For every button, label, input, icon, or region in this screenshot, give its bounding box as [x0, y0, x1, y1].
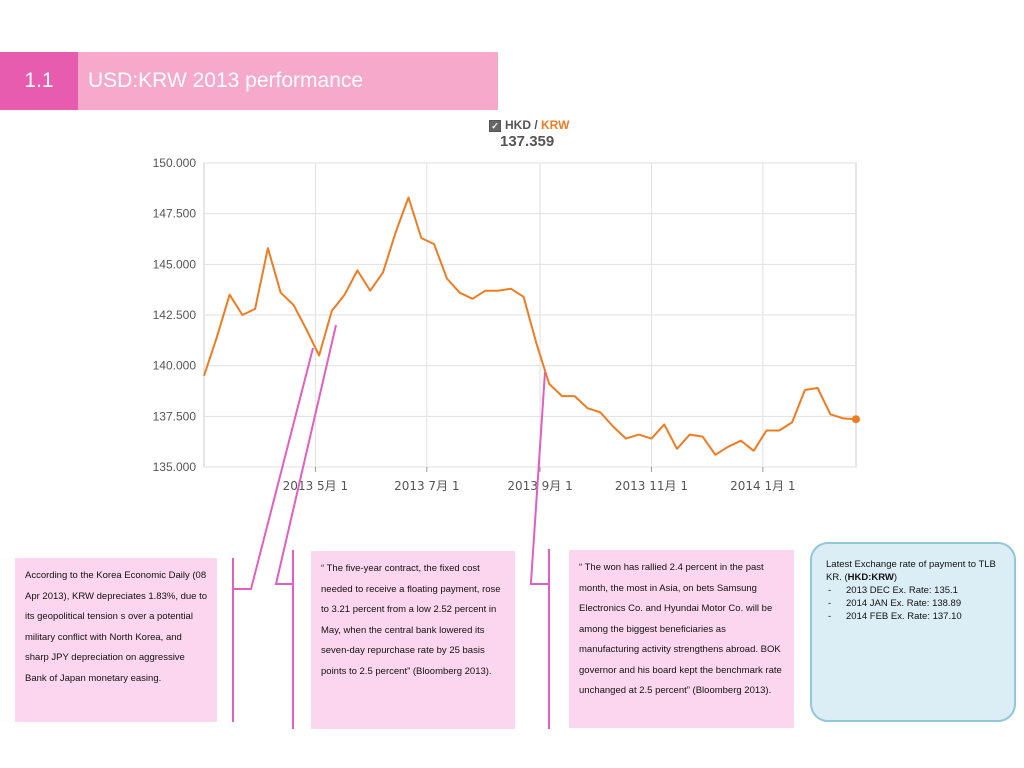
- info-rate-list: 2013 DEC Ex. Rate: 135.1 2014 JAN Ex. Ra…: [826, 584, 1000, 623]
- annotation-note-1: According to the Korea Economic Daily (0…: [15, 558, 217, 722]
- connector-line-2: [274, 324, 337, 585]
- x-tick-label: 2014 1月 1: [730, 479, 795, 493]
- x-tick-label: 2013 7月 1: [394, 479, 459, 493]
- connector-line-3: [530, 371, 549, 585]
- info-rate-item: 2013 DEC Ex. Rate: 135.1: [826, 584, 1000, 597]
- x-tick-label: 2013 9月 1: [507, 479, 572, 493]
- info-heading-close: ): [893, 572, 898, 583]
- y-tick-label: 147.500: [153, 207, 197, 221]
- legend-current-value: 137.359: [500, 133, 555, 150]
- legend-checkbox-icon[interactable]: ✓: [489, 119, 501, 132]
- y-tick-label: 150.000: [153, 156, 197, 170]
- y-tick-label: 140.000: [153, 359, 197, 373]
- page-title: USD:KRW 2013 performance: [78, 52, 498, 110]
- series-line-hkd-krw: [203, 196, 857, 456]
- exchange-rate-info-box: Latest Exchange rate of payment to TLB K…: [810, 542, 1016, 722]
- y-tick-label: 142.500: [153, 308, 197, 322]
- section-number: 1.1: [0, 52, 78, 110]
- y-tick-label: 137.500: [153, 409, 197, 423]
- info-heading: Latest Exchange rate of payment to TLB K…: [826, 558, 1000, 584]
- legend-separator: /: [531, 118, 542, 132]
- chart-legend[interactable]: ✓ HKD / KRW 137.359: [489, 118, 579, 150]
- x-tick-label: 2013 11月 1: [615, 479, 688, 493]
- y-tick-label: 145.000: [153, 257, 197, 271]
- legend-base-currency: HKD: [505, 118, 531, 132]
- info-rate-item: 2014 FEB Ex. Rate: 137.10: [826, 610, 1000, 623]
- info-heading-text: Latest Exchange rate of payment to TLB K…: [826, 559, 996, 583]
- x-tick-label: 2013 5月 1: [283, 479, 348, 493]
- annotation-note-3: “ The won has rallied 2.4 percent in the…: [569, 550, 794, 728]
- y-tick-label: 135.000: [153, 460, 197, 474]
- info-rate-item: 2014 JAN Ex. Rate: 138.89: [826, 597, 1000, 610]
- series-last-point: [852, 415, 860, 424]
- info-heading-pair: HKD:KRW: [847, 572, 894, 583]
- legend-quote-currency: KRW: [541, 118, 570, 132]
- connector-line-1: [233, 347, 314, 590]
- annotation-note-2: “ The five-year contract, the fixed cost…: [311, 551, 515, 729]
